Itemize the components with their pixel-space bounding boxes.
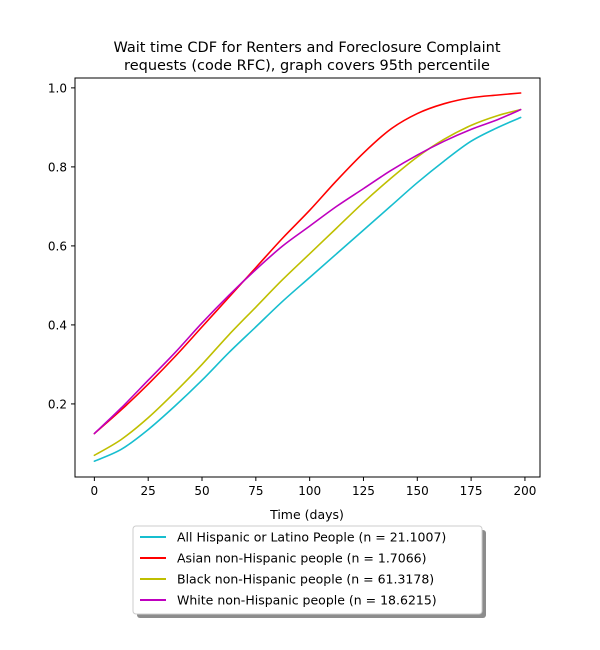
x-tick-label: 175 [460, 484, 483, 498]
legend-label-2: Asian non-Hispanic people (n = 1.7066) [177, 551, 427, 566]
x-tick-label: 100 [298, 484, 321, 498]
legend-label-4: White non-Hispanic people (n = 18.6215) [177, 593, 437, 608]
x-tick-label: 50 [194, 484, 209, 498]
legend-label-3: Black non-Hispanic people (n = 61.3178) [177, 572, 434, 587]
x-axis-ticks: 0 25 50 75 100 125 150 175 200 [91, 477, 536, 498]
y-tick-label: 0.6 [48, 239, 67, 253]
x-tick-label: 0 [91, 484, 99, 498]
y-axis-ticks: 0.2 0.4 0.6 0.8 1.0 [48, 81, 75, 411]
chart-title-line-2: requests (code RFC), graph covers 95th p… [124, 58, 490, 74]
x-tick-label: 125 [352, 484, 375, 498]
x-tick-label: 25 [141, 484, 156, 498]
x-tick-label: 200 [513, 484, 536, 498]
series-line-3 [93, 108, 522, 457]
y-tick-label: 0.4 [48, 318, 67, 332]
y-tick-label: 0.8 [48, 160, 67, 174]
chart-title-line-1: Wait time CDF for Renters and Foreclosur… [113, 40, 500, 56]
series-line-4 [93, 108, 522, 435]
legend-label-1: All Hispanic or Latino People (n = 21.10… [177, 530, 446, 545]
x-axis-label: Time (days) [269, 507, 344, 522]
y-tick-label: 0.2 [48, 397, 67, 411]
legend-entries: All Hispanic or Latino People (n = 21.10… [140, 530, 446, 608]
series-line-2 [93, 92, 522, 435]
y-tick-label: 1.0 [48, 81, 67, 95]
legend-box [132, 525, 483, 615]
legend: All Hispanic or Latino People (n = 21.10… [132, 525, 486, 618]
plot-area: 0 25 50 75 100 125 150 175 200 0.2 0.4 0.6 0.8 1.0 [48, 77, 541, 498]
x-tick-label: 150 [406, 484, 429, 498]
axes-frame [74, 77, 541, 478]
x-tick-label: 75 [248, 484, 263, 498]
chart-title: Wait time CDF for Renters and Foreclosur… [113, 40, 500, 74]
series-line-1 [93, 116, 522, 462]
series-lines [93, 92, 522, 462]
